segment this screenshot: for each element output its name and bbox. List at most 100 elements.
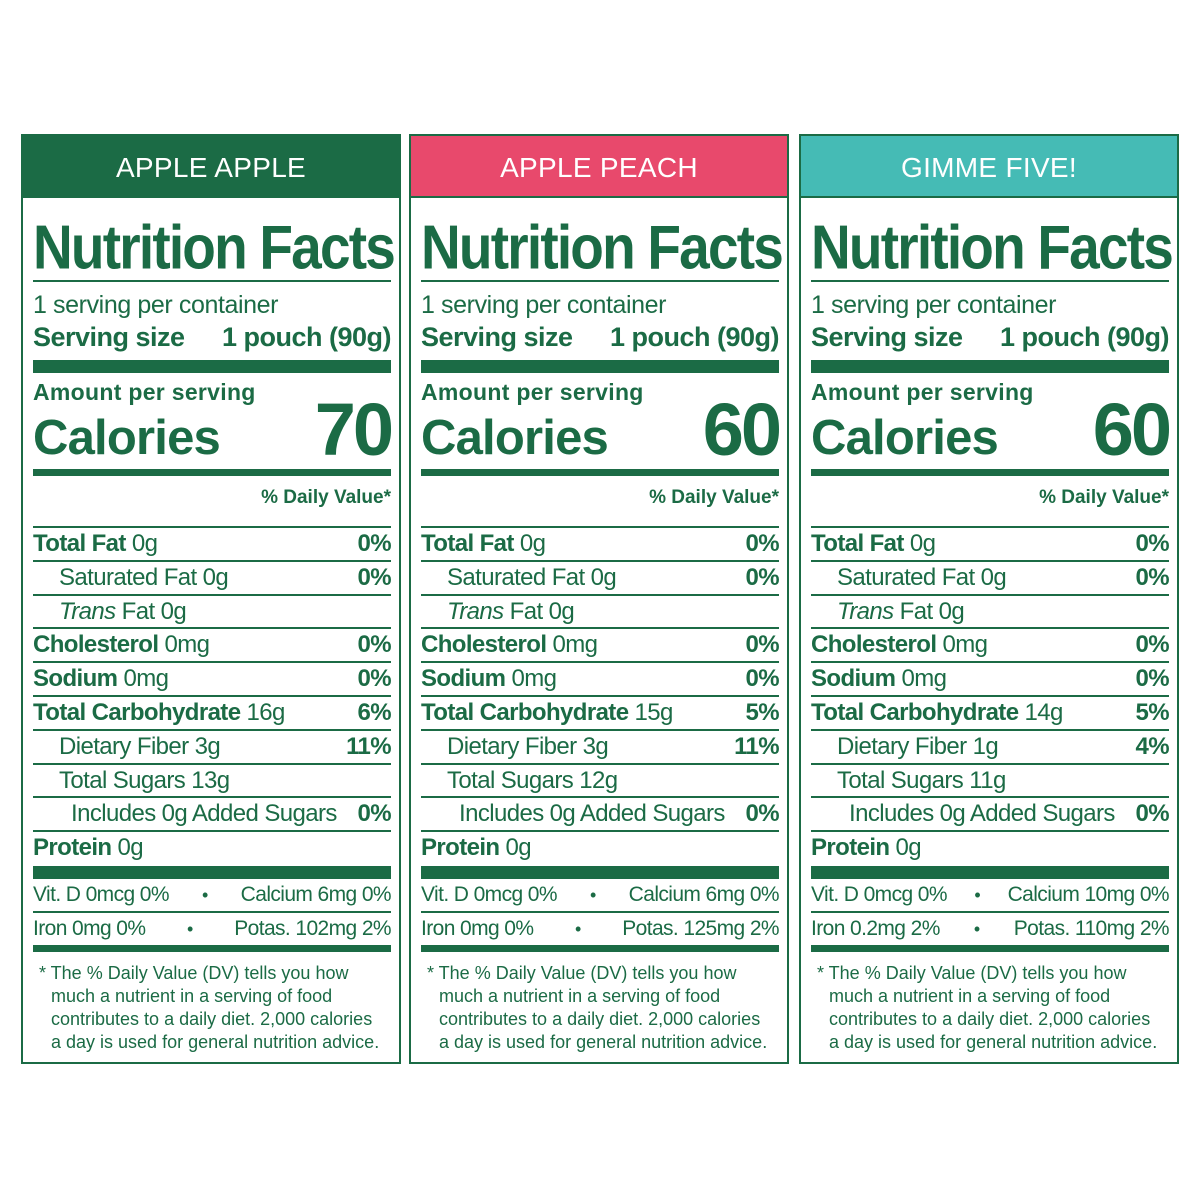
nutrient-label: Cholesterol 0mg (421, 629, 599, 661)
row-label: 0g (889, 834, 922, 862)
nutrient-row-saturated-fat: Saturated Fat 0g 0% (421, 562, 780, 596)
nutrient-label: Protein 0g (811, 832, 922, 864)
daily-value-percent: 0% (745, 800, 780, 828)
divider-thick (811, 360, 1169, 373)
row-label-bold: Total Carbohydrate (421, 698, 629, 726)
nutrient-row-total-fat: Total Fat 0g 0% (811, 528, 1170, 562)
calories-row: Calories 60 (421, 388, 782, 471)
row-label: 0g (125, 530, 158, 557)
nutrient-label: Total Fat 0g (811, 528, 936, 560)
nutrient-rows: Total Fat 0g 0% Saturated Fat 0g 0% Trans Fa… (33, 526, 392, 864)
nutrient-label: Total Carbohydrate 16g (33, 697, 285, 729)
footnote-line: much a nutrient in a serving of food (51, 985, 333, 1006)
nutrient-row-dietary-fiber: Dietary Fiber 3g 11% (421, 731, 780, 765)
nutrient-label: Dietary Fiber 3g (421, 731, 609, 763)
row-label: 0g (903, 530, 936, 557)
potassium: Potas. 110mg 2% (1013, 916, 1170, 940)
daily-value-percent: 0% (1135, 631, 1170, 659)
row-label: 0mg (158, 631, 211, 659)
nutrient-row-total-fat: Total Fat 0g 0% (33, 528, 392, 562)
vitamin-d: Vit. D 0mcg 0% (33, 882, 170, 906)
calories-value: 60 (702, 388, 782, 471)
row-label: 15g (628, 698, 674, 726)
divider-medium (421, 944, 779, 952)
calories-value: 60 (1092, 388, 1172, 471)
amount-per-serving: Amount per serving (421, 379, 644, 405)
vitamin-row: Iron 0.2mg 2% • Potas. 110mg 2% (811, 913, 1170, 945)
serving-size-value: 1 pouch (90g) (221, 322, 392, 352)
nutrient-label: Cholesterol 0mg (811, 629, 988, 661)
nutrient-label: Trans Fat 0g (811, 596, 965, 628)
nutrient-label: Saturated Fat 0g (33, 562, 229, 594)
daily-value-percent: 0% (745, 530, 780, 557)
serving-size: Serving size 1 pouch (90g) (33, 320, 392, 354)
row-label: 0mg (117, 665, 169, 693)
row-label: Saturated Fat 0g (837, 563, 1007, 591)
amount-per-serving: Amount per serving (33, 379, 256, 405)
flavor-header: GIMME FIVE! (801, 136, 1177, 198)
daily-value-percent: 0% (1135, 665, 1170, 693)
row-label-bold: Total Carbohydrate (33, 698, 241, 726)
calcium: Calcium 10mg 0% (1007, 882, 1170, 906)
vitamin-row: Iron 0mg 0% • Potas. 102mg 2% (33, 913, 392, 945)
row-label: Includes 0g Added Sugars (849, 800, 1115, 828)
row-label: Dietary Fiber 1g (837, 732, 999, 760)
label-body: Nutrition Facts 1 serving per container Se… (23, 212, 399, 1054)
vitamin-d: Vit. D 0mcg 0% (811, 882, 948, 906)
footnote-line: * The % Daily Value (DV) tells you how (817, 962, 1127, 983)
daily-value-header: % Daily Value* (261, 487, 391, 508)
serving-size-label: Serving size (421, 322, 573, 352)
nutrient-row-added-sugars: Includes 0g Added Sugars 0% (33, 798, 392, 833)
nutrient-label: Total Sugars 13g (33, 765, 230, 797)
row-label-bold: Protein (811, 834, 890, 862)
row-label: 0g (499, 834, 532, 862)
row-label: Fat 0g (115, 597, 187, 625)
nutrient-rows: Total Fat 0g 0% Saturated Fat 0g 0% Trans Fa… (811, 526, 1170, 864)
potassium: Potas. 102mg 2% (234, 916, 391, 940)
row-label-italic: Trans (837, 597, 894, 625)
nutrient-row-total-sugars: Total Sugars 13g (33, 765, 391, 799)
nutrient-row-protein: Protein 0g (811, 832, 1169, 864)
footnote: * The % Daily Value (DV) tells you how mu… (421, 962, 779, 1054)
row-label-bold: Sodium (421, 665, 506, 693)
divider-thick (33, 865, 391, 879)
daily-value-header: % Daily Value* (649, 487, 779, 508)
servings-per-container: 1 serving per container (421, 291, 667, 319)
daily-value-percent: 0% (357, 631, 392, 659)
row-label-bold: Cholesterol (33, 631, 159, 659)
nutrient-label: Protein 0g (33, 832, 144, 864)
servings-per-container: 1 serving per container (33, 291, 279, 319)
divider-thick (811, 865, 1169, 879)
nutrient-row-added-sugars: Includes 0g Added Sugars 0% (421, 798, 780, 833)
divider-medium (811, 469, 1169, 476)
calories-value: 70 (314, 388, 394, 471)
nutrient-label: Total Fat 0g (421, 528, 546, 560)
row-label: Total Sugars 13g (59, 766, 230, 794)
row-label: Saturated Fat 0g (447, 563, 617, 591)
nutrient-row-trans-fat: Trans Fat 0g (33, 596, 391, 630)
divider-thick (421, 360, 779, 373)
daily-value-percent: 11% (346, 732, 392, 760)
nutrient-row-dietary-fiber: Dietary Fiber 1g 4% (811, 731, 1170, 765)
nutrient-row-saturated-fat: Saturated Fat 0g 0% (33, 562, 392, 596)
row-label: 16g (240, 698, 286, 726)
footnote: * The % Daily Value (DV) tells you how mu… (33, 962, 391, 1054)
nutrient-label: Protein 0g (421, 832, 532, 864)
footnote-line: much a nutrient in a serving of food (439, 985, 721, 1006)
daily-value-percent: 0% (1135, 563, 1170, 591)
divider-medium (811, 944, 1169, 952)
row-label: 0mg (546, 631, 599, 659)
row-label: Fat 0g (503, 597, 575, 625)
footnote-line: * The % Daily Value (DV) tells you how (39, 962, 349, 983)
bullet-icon: • (589, 884, 596, 905)
footnote-line: * The % Daily Value (DV) tells you how (427, 962, 737, 983)
nutrition-facts-title: Nutrition Facts (33, 212, 396, 283)
footnote-line: contributes to a daily diet. 2,000 calor… (829, 1008, 1151, 1029)
nutrient-label: Sodium 0mg (421, 663, 557, 695)
serving-size-label: Serving size (811, 322, 963, 352)
row-label: Total Sugars 11g (837, 766, 1006, 794)
nutrient-row-total-fat: Total Fat 0g 0% (421, 528, 780, 562)
row-label: Includes 0g Added Sugars (459, 800, 725, 828)
divider-medium (33, 469, 391, 476)
nutrient-label: Saturated Fat 0g (421, 562, 617, 594)
